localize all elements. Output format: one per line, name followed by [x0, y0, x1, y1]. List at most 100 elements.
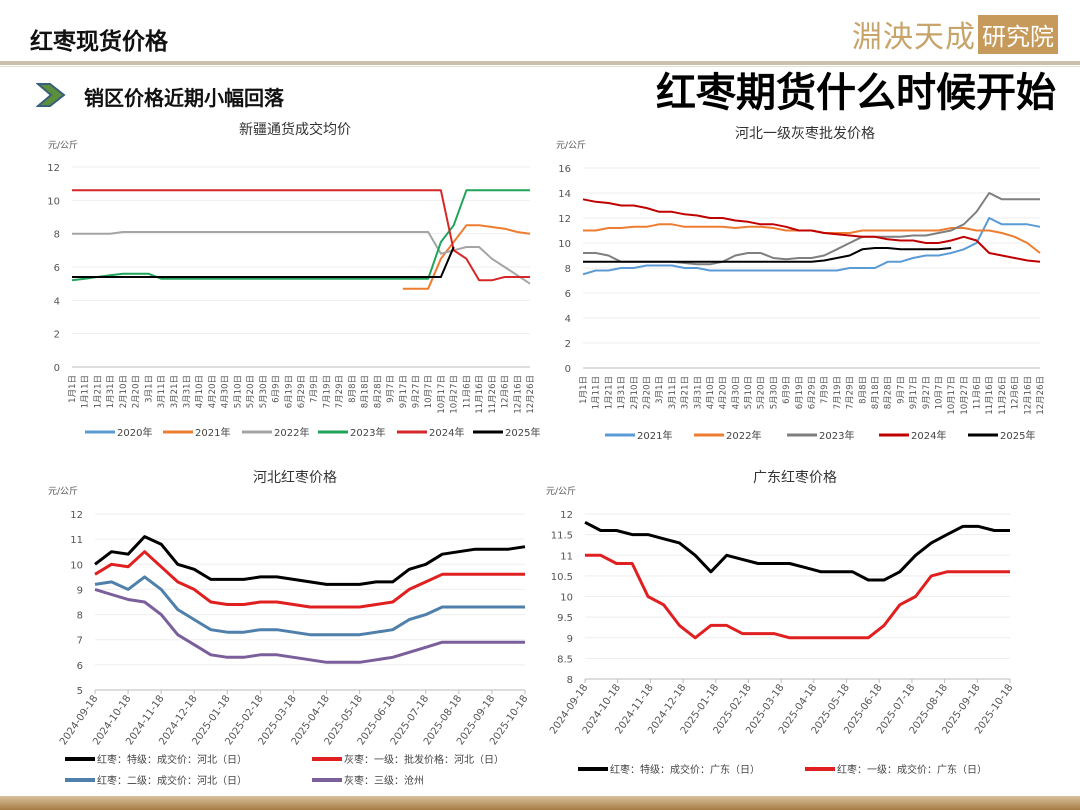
- x-tick-label: 3月31日: [183, 375, 193, 408]
- x-tick-label: 4月20日: [208, 375, 218, 408]
- x-tick-label: 11月16日: [985, 376, 995, 415]
- x-tick-label: 2月10日: [119, 375, 129, 408]
- x-tick-label: 11月6日: [462, 375, 472, 408]
- x-tick-label: 12月16日: [1023, 376, 1033, 415]
- x-tick-label: 5月10日: [233, 375, 243, 408]
- legend-label: 2020年: [117, 426, 152, 439]
- x-tick-label: 11月26日: [488, 375, 498, 414]
- x-tick-label: 8月18日: [361, 375, 371, 408]
- legend-label: 红枣：特级：成交价：广东（日）: [610, 763, 760, 776]
- y-tick-label: 11: [70, 535, 83, 546]
- x-tick-label: 5月10日: [744, 376, 754, 409]
- x-tick-label: 8月28日: [884, 376, 894, 409]
- x-tick-label: 4月10日: [195, 375, 205, 408]
- series-line-3: [72, 231, 531, 285]
- chart-title: 河北一级灰枣批发价格: [735, 126, 875, 142]
- x-tick-label: 3月1日: [144, 375, 154, 403]
- y-tick-label: 8: [567, 675, 573, 686]
- x-tick-label: 4月30日: [221, 375, 231, 408]
- y-axis-unit: 元/公斤: [546, 486, 576, 497]
- x-tick-label: 1月21日: [93, 375, 103, 408]
- x-tick-label: 10月27日: [450, 375, 460, 414]
- x-tick-label: 6月29日: [808, 376, 818, 409]
- logo-text: 淵泱天成: [852, 20, 976, 55]
- series-line-1: [584, 520, 1010, 582]
- x-tick-label: 7月9日: [820, 376, 830, 404]
- x-tick-label: 3月11日: [668, 376, 678, 409]
- series-line-1: [582, 217, 1041, 276]
- x-tick-label: 11月16日: [475, 375, 485, 414]
- x-tick-label: 7月9日: [310, 375, 320, 403]
- series-line-4: [71, 189, 530, 282]
- y-tick-label: 10: [560, 593, 573, 604]
- series-line-5: [72, 189, 530, 282]
- x-tick-label: 9月7日: [386, 375, 396, 403]
- x-tick-label: 9月17日: [399, 375, 409, 408]
- y-tick-label: 2: [565, 339, 571, 350]
- x-tick-label: 2月20日: [642, 376, 652, 409]
- legend-label: 2025年: [1000, 429, 1035, 442]
- header-divider-thin: [0, 66, 1080, 67]
- y-tick-label: 10: [47, 196, 60, 207]
- x-tick-label: 12月6日: [501, 375, 511, 408]
- y-tick-label: 6: [54, 263, 60, 274]
- x-tick-label: 5月20日: [246, 375, 256, 408]
- x-tick-label: 8月28日: [373, 375, 383, 408]
- chevron-right-icon: [36, 83, 66, 107]
- series-line-6: [72, 246, 455, 278]
- x-tick-label: 1月31日: [617, 376, 627, 409]
- series-line-3: [94, 575, 525, 637]
- x-tick-label: 7月29日: [335, 375, 345, 408]
- x-tick-label: 11月6日: [973, 376, 983, 409]
- chart-title: 河北红枣价格: [253, 470, 337, 486]
- x-tick-label: 8月8日: [858, 376, 868, 404]
- y-tick-label: 12: [70, 510, 83, 521]
- overlay-title: 红枣期货什么时候开始: [656, 70, 1056, 116]
- y-tick-label: 12: [560, 510, 573, 521]
- y-tick-label: 6: [77, 661, 83, 672]
- x-tick-label: 10月17日: [947, 376, 957, 415]
- x-tick-label: 10月17日: [437, 375, 447, 414]
- legend-label: 2023年: [350, 426, 385, 439]
- x-tick-label: 1月1日: [579, 376, 589, 404]
- x-tick-label: 2月10日: [630, 376, 640, 409]
- x-tick-label: 5月30日: [769, 376, 779, 409]
- x-tick-label: 12月26日: [1036, 376, 1046, 415]
- x-tick-label: 6月19日: [795, 376, 805, 409]
- x-tick-label: 1月1日: [68, 375, 78, 403]
- series-line-4: [94, 587, 525, 664]
- x-tick-label: 10月7日: [934, 376, 944, 409]
- x-tick-label: 1月31日: [106, 375, 116, 408]
- x-tick-label: 7月29日: [846, 376, 856, 409]
- x-tick-label: 3月31日: [693, 376, 703, 409]
- y-tick-label: 12: [47, 163, 60, 174]
- x-tick-label: 9月27日: [412, 375, 422, 408]
- y-tick-label: 9.5: [557, 613, 573, 624]
- x-tick-label: 9月17日: [909, 376, 919, 409]
- x-tick-label: 6月19日: [284, 375, 294, 408]
- x-tick-label: 1月21日: [604, 376, 614, 409]
- x-tick-label: 12月26日: [526, 375, 536, 414]
- legend-label: 2022年: [726, 429, 761, 442]
- x-tick-label: 6月9日: [272, 375, 282, 403]
- series-line-2: [402, 224, 531, 290]
- chart-title: 新疆通货成交均价: [239, 121, 351, 138]
- x-tick-label: 12月6日: [1011, 376, 1021, 409]
- section-subtitle: 销区价格近期小幅回落: [84, 86, 284, 110]
- x-tick-label: 2月20日: [132, 375, 142, 408]
- y-tick-label: 10: [558, 239, 571, 250]
- y-tick-label: 16: [558, 164, 571, 175]
- y-axis-unit: 元/公斤: [556, 140, 586, 151]
- y-tick-label: 12: [558, 214, 571, 225]
- y-tick-label: 11.5: [551, 531, 573, 542]
- logo-box: 研究院: [978, 14, 1058, 54]
- y-tick-label: 8: [565, 264, 571, 275]
- legend-label: 红枣：特级：成交价：河北（日）: [97, 753, 247, 766]
- x-tick-label: 5月20日: [757, 376, 767, 409]
- series-line-5: [583, 247, 952, 263]
- x-tick-label: 3月21日: [170, 375, 180, 408]
- x-tick-label: 6月29日: [297, 375, 307, 408]
- x-tick-label: 1月11日: [81, 375, 91, 408]
